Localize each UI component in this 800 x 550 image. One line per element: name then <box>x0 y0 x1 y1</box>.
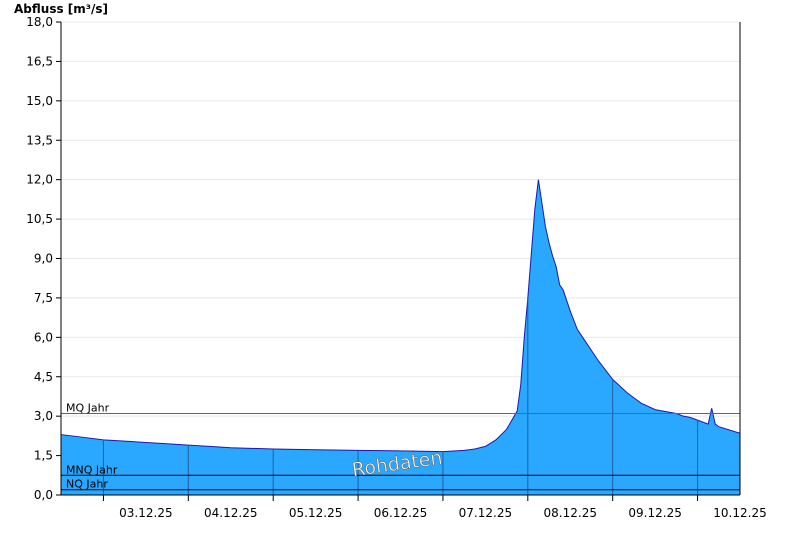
y-tick-label: 16,5 <box>26 54 53 68</box>
y-tick-label: 4,5 <box>34 370 53 384</box>
y-tick-label: 12,0 <box>26 173 53 187</box>
y-axis-ticks: 0,0 1,5 3,0 4,5 6,0 7,5 9,0 10,5 12,0 13,5 15,0 16,… <box>26 15 61 502</box>
series-line <box>60 179 741 453</box>
reference-line-label: NQ Jahr <box>66 478 108 491</box>
series-area <box>60 179 741 495</box>
grid-lines <box>61 21 740 457</box>
y-tick-label: 18,0 <box>26 15 53 29</box>
series-fill <box>61 179 740 495</box>
x-tick-label: 06.12.25 <box>374 506 427 520</box>
x-tick-label: 05.12.25 <box>289 506 342 520</box>
y-tick-label: 3,0 <box>34 409 53 423</box>
x-tick-label: 03.12.25 <box>119 506 172 520</box>
y-tick-label: 7,5 <box>34 291 53 305</box>
day-separator-lines <box>102 297 699 495</box>
x-tick-label: 08.12.25 <box>544 506 597 520</box>
x-tick-label: 04.12.25 <box>204 506 257 520</box>
y-tick-label: 15,0 <box>26 94 53 108</box>
y-tick-label: 9,0 <box>34 252 53 266</box>
x-tick-label: 07.12.25 <box>459 506 512 520</box>
y-tick-label: 1,5 <box>34 449 53 463</box>
reference-line-label: MNQ Jahr <box>66 463 118 476</box>
x-tick-label: 10.12.25 <box>713 506 766 520</box>
reference-lines: MQ Jahr MNQ Jahr NQ Jahr <box>61 402 740 491</box>
y-tick-label: 0,0 <box>34 488 53 502</box>
y-tick-label: 6,0 <box>34 330 53 344</box>
y-axis-label: Abfluss [m³/s] <box>14 2 108 16</box>
reference-line-label: MQ Jahr <box>66 402 110 415</box>
x-tick-label: 09.12.25 <box>628 506 681 520</box>
y-tick-label: 10,5 <box>26 212 53 226</box>
y-tick-label: 13,5 <box>26 133 53 147</box>
x-axis-ticks: 03.12.25 04.12.25 05.12.25 06.12.25 07.12.25… <box>102 495 767 520</box>
